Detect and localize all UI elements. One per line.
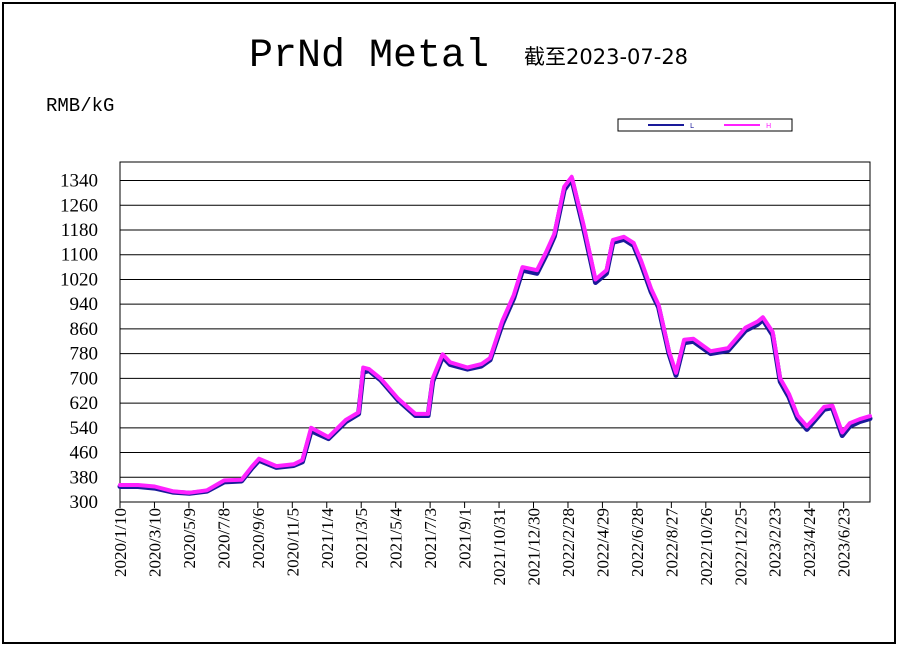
x-tick-label: 2021/9/1 xyxy=(456,508,475,568)
x-tick-label: 2021/10/31 xyxy=(490,508,509,585)
y-tick-label: 1260 xyxy=(60,195,98,216)
x-tick-label: 2021/3/5 xyxy=(352,508,371,568)
y-tick-label: 780 xyxy=(70,344,99,365)
x-tick-label: 2020/11/5 xyxy=(283,508,302,576)
x-tick-label: 2022/8/27 xyxy=(662,508,681,577)
x-tick-label: 2021/7/3 xyxy=(421,508,440,568)
x-tick-label: 2023/2/23 xyxy=(766,508,785,577)
x-tick-label: 2021/1/4 xyxy=(318,508,337,569)
legend-box xyxy=(617,118,793,132)
x-tick-label: 2020/3/10 xyxy=(145,508,164,577)
y-tick-label: 380 xyxy=(70,467,99,488)
y-tick-label: 860 xyxy=(70,319,99,340)
x-axis-ticks: 2020/1/10 2020/3/10 2020/5/9 2020/7/8 2020/9… xyxy=(111,502,854,585)
legend: L H xyxy=(617,118,793,132)
x-tick-label: 2020/9/6 xyxy=(249,508,268,568)
x-tick-label: 2021/5/4 xyxy=(387,508,406,569)
y-tick-label: 540 xyxy=(70,418,99,439)
y-tick-label: 300 xyxy=(70,492,99,513)
y-axis-ticks: 300 380 460 540 620 700 780 860 940 1020 1100 1180 1… xyxy=(60,171,98,513)
y-tick-label: 460 xyxy=(70,443,99,464)
x-tick-label: 2020/5/9 xyxy=(180,508,199,568)
x-tick-label: 2022/2/28 xyxy=(559,508,578,577)
x-tick-label: 2022/6/28 xyxy=(628,508,647,577)
legend-label-l: L xyxy=(690,122,694,130)
x-tick-label: 2021/12/30 xyxy=(525,508,544,585)
x-tick-label: 2023/4/24 xyxy=(800,508,819,577)
y-tick-label: 940 xyxy=(70,294,99,315)
y-axis-label: RMB/kG xyxy=(46,95,114,117)
chart: PrNd Metal 截至2023-07-28 RMB/kG L H 300 38… xyxy=(46,34,873,585)
x-tick-label: 2022/4/29 xyxy=(593,508,612,577)
x-tick-label: 2022/12/25 xyxy=(731,508,750,585)
y-tick-label: 1020 xyxy=(60,269,98,290)
legend-label-h: H xyxy=(766,122,771,130)
y-tick-label: 1100 xyxy=(61,245,98,266)
x-tick-label: 2022/10/26 xyxy=(697,508,716,585)
x-tick-label: 2020/1/10 xyxy=(111,508,130,577)
y-tick-label: 700 xyxy=(70,368,99,389)
x-tick-label: 2020/7/8 xyxy=(214,508,233,568)
y-tick-label: 620 xyxy=(70,393,99,414)
series-line-h xyxy=(118,174,872,495)
x-tick-label: 2023/6/23 xyxy=(835,508,854,577)
chart-title: PrNd Metal xyxy=(249,34,489,79)
y-tick-label: 1340 xyxy=(60,171,98,192)
series-lines xyxy=(117,174,873,496)
chart-subtitle: 截至2023-07-28 xyxy=(524,45,688,69)
plot-area xyxy=(119,161,871,503)
y-tick-label: 1180 xyxy=(61,220,98,241)
